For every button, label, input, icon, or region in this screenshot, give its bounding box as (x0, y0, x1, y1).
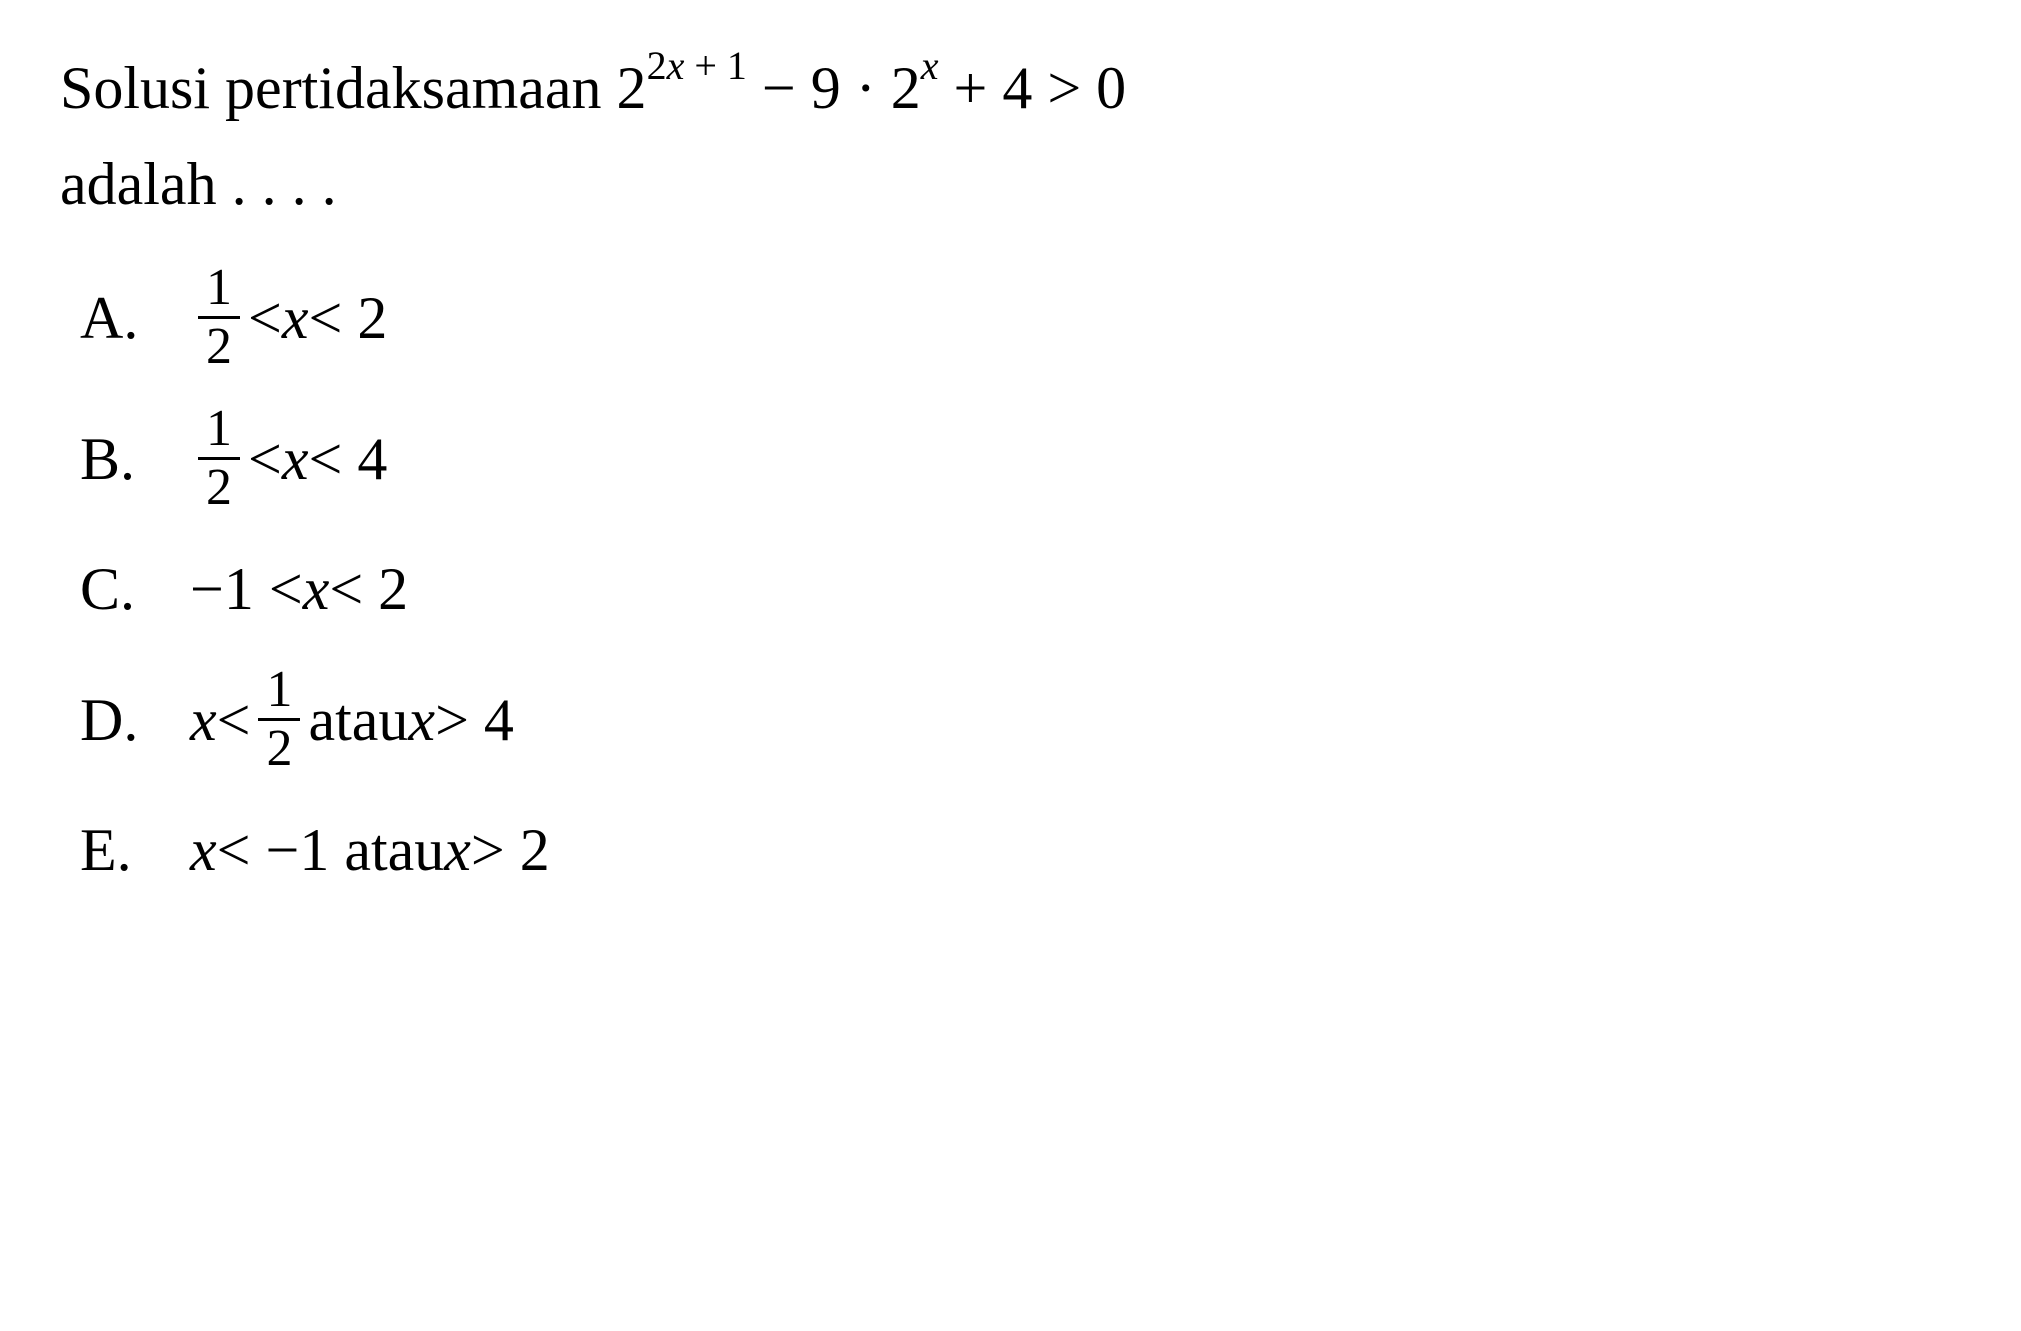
q-text-1: Solusi pertidaksamaan 2 (60, 55, 647, 121)
option-e-content: x < −1 atau x > 2 (190, 805, 550, 895)
exponent-1: 2x + 1 (647, 43, 747, 88)
fraction: 1 2 (198, 403, 240, 514)
option-e-label: E. (80, 805, 190, 895)
option-a-content: 1 2 < x < 2 (190, 262, 387, 373)
options-list: A. 1 2 < x < 2 B. 1 2 < x < 4 C. −1 < (60, 262, 1961, 895)
fraction: 1 2 (198, 262, 240, 373)
question-text: Solusi pertidaksamaan 22x + 1 − 9 · 2x +… (60, 40, 1961, 232)
question-line1: Solusi pertidaksamaan 22x + 1 − 9 · 2x +… (60, 40, 1961, 136)
fraction: 1 2 (258, 664, 300, 775)
option-a-label: A. (80, 273, 190, 363)
question-line2: adalah . . . . (60, 136, 1961, 232)
option-a: A. 1 2 < x < 2 (80, 262, 1961, 373)
q-text-2: − 9 · 2 (747, 55, 921, 121)
option-b-label: B. (80, 414, 190, 504)
option-b-content: 1 2 < x < 4 (190, 403, 387, 514)
option-c: C. −1 < x < 2 (80, 544, 1961, 634)
option-c-content: −1 < x < 2 (190, 544, 408, 634)
option-c-label: C. (80, 544, 190, 634)
option-d-content: x < 1 2 atau x > 4 (190, 664, 514, 775)
option-b: B. 1 2 < x < 4 (80, 403, 1961, 514)
option-e: E. x < −1 atau x > 2 (80, 805, 1961, 895)
option-d: D. x < 1 2 atau x > 4 (80, 664, 1961, 775)
exponent-2: x (921, 43, 939, 88)
q-text-3: + 4 > 0 (938, 55, 1126, 121)
option-d-label: D. (80, 675, 190, 765)
